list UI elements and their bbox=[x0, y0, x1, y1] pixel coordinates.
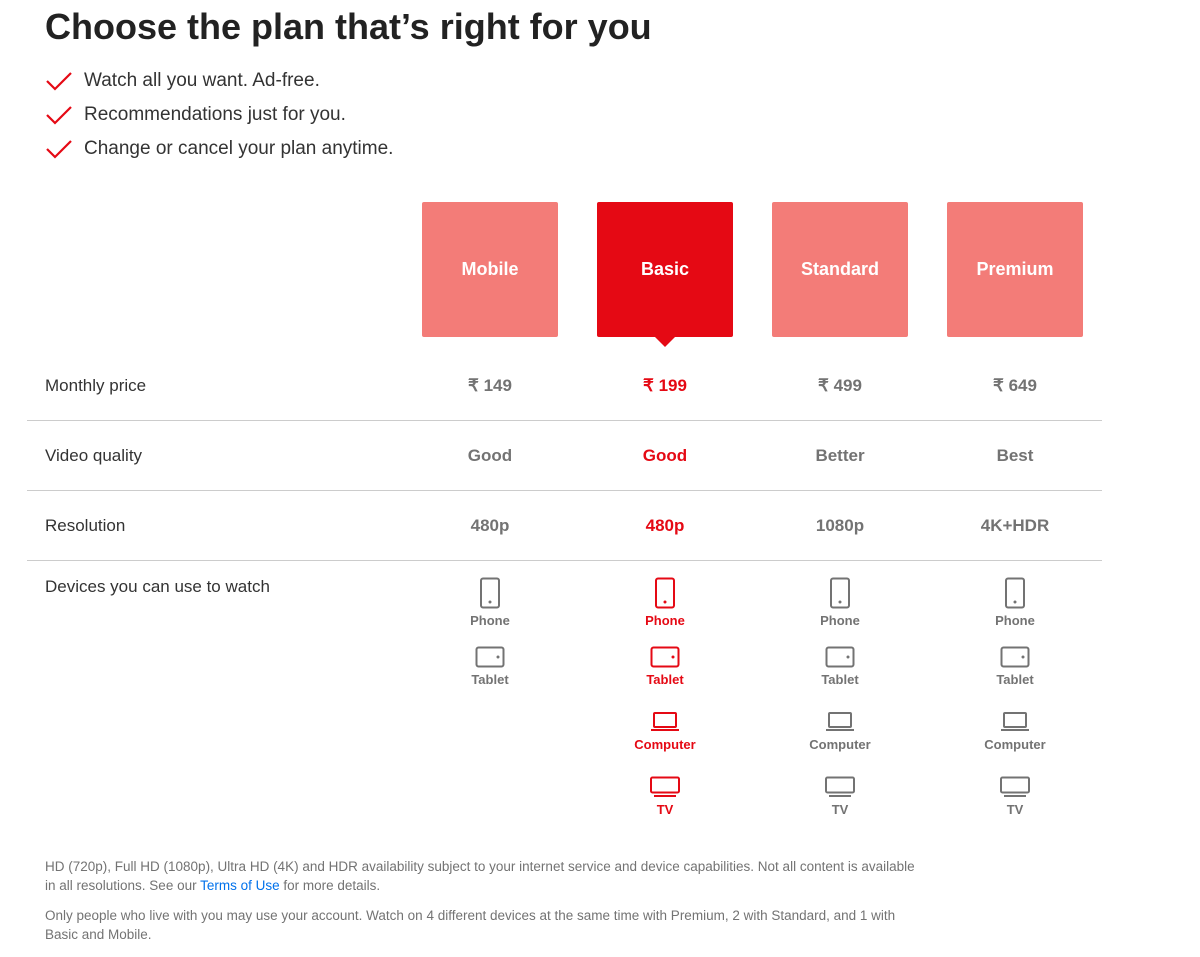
device-tablet: Tablet bbox=[410, 646, 570, 687]
footnote-text: HD (720p), Full HD (1080p), Ultra HD (4K… bbox=[45, 859, 915, 893]
row-label-devices: Devices you can use to watch bbox=[45, 577, 270, 596]
device-label: Phone bbox=[470, 613, 510, 628]
footnote-account: Only people who live with you may use yo… bbox=[45, 908, 896, 942]
price-standard: ₹ 499 bbox=[818, 376, 862, 395]
device-computer: Computer bbox=[760, 711, 920, 752]
footnote-text: for more details. bbox=[279, 878, 381, 893]
device-tv: TV bbox=[760, 776, 920, 817]
tablet-icon bbox=[760, 646, 920, 668]
device-tablet: Tablet bbox=[760, 646, 920, 687]
terms-of-use-link[interactable]: Terms of Use bbox=[200, 878, 280, 893]
device-label: Tablet bbox=[996, 672, 1034, 687]
plan-option-mobile[interactable]: Mobile bbox=[422, 202, 558, 337]
tv-icon bbox=[935, 776, 1095, 798]
device-label: Computer bbox=[984, 737, 1046, 752]
device-label: Tablet bbox=[821, 672, 859, 687]
benefit-item: Recommendations just for you. bbox=[45, 104, 346, 126]
device-label: Tablet bbox=[646, 672, 684, 687]
benefit-text: Recommendations just for you. bbox=[84, 104, 346, 125]
quality-premium: Best bbox=[996, 446, 1034, 465]
resolution-standard: 1080p bbox=[815, 516, 865, 535]
phone-icon bbox=[410, 577, 570, 609]
price-mobile: ₹ 149 bbox=[468, 376, 512, 395]
tv-icon bbox=[760, 776, 920, 798]
device-phone: Phone bbox=[585, 577, 745, 628]
tv-icon bbox=[585, 776, 745, 798]
device-label: Tablet bbox=[471, 672, 509, 687]
tablet-icon bbox=[585, 646, 745, 668]
row-label-quality: Video quality bbox=[45, 446, 143, 465]
device-tablet: Tablet bbox=[585, 646, 745, 687]
checkmark-icon bbox=[46, 72, 72, 91]
device-phone: Phone bbox=[935, 577, 1095, 628]
resolution-basic: 480p bbox=[645, 516, 685, 535]
device-label: Phone bbox=[645, 613, 685, 628]
phone-icon bbox=[935, 577, 1095, 609]
phone-icon bbox=[760, 577, 920, 609]
device-label: Phone bbox=[820, 613, 860, 628]
resolution-mobile: 480p bbox=[470, 516, 510, 535]
device-computer: Computer bbox=[935, 711, 1095, 752]
checkmark-icon bbox=[46, 106, 72, 125]
device-tablet: Tablet bbox=[935, 646, 1095, 687]
plan-option-basic[interactable]: Basic bbox=[597, 202, 733, 347]
quality-basic: Good bbox=[642, 446, 688, 465]
benefit-item: Change or cancel your plan anytime. bbox=[45, 138, 393, 160]
footnote-resolution: HD (720p), Full HD (1080p), Ultra HD (4K… bbox=[45, 857, 925, 895]
benefit-item: Watch all you want. Ad-free. bbox=[45, 70, 320, 92]
plan-option-standard[interactable]: Standard bbox=[772, 202, 908, 337]
device-label: Computer bbox=[809, 737, 871, 752]
plan-option-premium[interactable]: Premium bbox=[947, 202, 1083, 337]
page-title: Choose the plan that’s right for you bbox=[45, 6, 652, 47]
device-tv: TV bbox=[935, 776, 1095, 817]
checkmark-icon bbox=[46, 140, 72, 159]
row-label-resolution: Resolution bbox=[45, 516, 126, 535]
computer-icon bbox=[760, 711, 920, 733]
price-basic: ₹ 199 bbox=[643, 376, 687, 395]
benefit-text: Watch all you want. Ad-free. bbox=[84, 70, 320, 91]
device-label: TV bbox=[656, 802, 674, 817]
device-phone: Phone bbox=[410, 577, 570, 628]
resolution-premium: 4K+HDR bbox=[980, 516, 1050, 535]
computer-icon bbox=[585, 711, 745, 733]
tablet-icon bbox=[410, 646, 570, 668]
device-label: TV bbox=[1006, 802, 1024, 817]
computer-icon bbox=[935, 711, 1095, 733]
tablet-icon bbox=[935, 646, 1095, 668]
divider bbox=[27, 420, 1102, 421]
divider bbox=[27, 490, 1102, 491]
device-computer: Computer bbox=[585, 711, 745, 752]
device-tv: TV bbox=[585, 776, 745, 817]
benefit-text: Change or cancel your plan anytime. bbox=[84, 138, 394, 159]
phone-icon bbox=[585, 577, 745, 609]
quality-standard: Better bbox=[815, 446, 865, 465]
row-label-price: Monthly price bbox=[45, 376, 147, 395]
quality-mobile: Good bbox=[467, 446, 513, 465]
divider bbox=[27, 560, 1102, 561]
device-phone: Phone bbox=[760, 577, 920, 628]
price-premium: ₹ 649 bbox=[993, 376, 1037, 395]
device-label: Computer bbox=[634, 737, 696, 752]
device-label: Phone bbox=[995, 613, 1035, 628]
device-label: TV bbox=[831, 802, 849, 817]
